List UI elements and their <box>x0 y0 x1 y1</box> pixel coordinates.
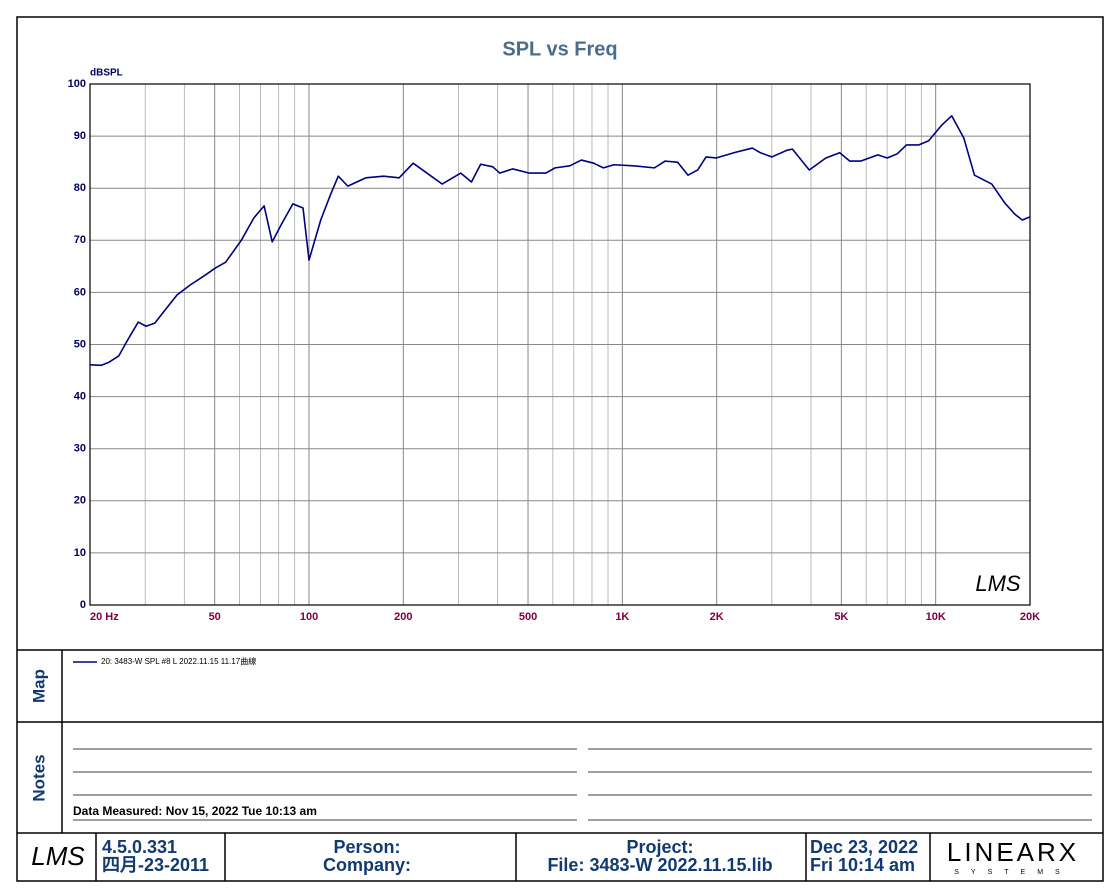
y-tick-label: 30 <box>74 443 86 455</box>
plot-border <box>89 83 1031 606</box>
company: Company: <box>323 855 411 875</box>
y-tick-label: 50 <box>74 338 86 350</box>
y-tick-label: 100 <box>68 78 86 90</box>
y-axis-label: dBSPL <box>90 68 123 79</box>
brand: LINEARX <box>947 837 1079 867</box>
x-tick-label: 200 <box>394 611 412 623</box>
file: File: 3483-W 2022.11.15.lib <box>547 855 772 875</box>
y-tick-label: 0 <box>80 599 86 611</box>
legend-label: 20: 3483-W SPL #8 L 2022.11.15 11.17曲線 <box>101 656 256 666</box>
y-tick-label: 80 <box>74 182 86 194</box>
brand-sub: SYSTEMS <box>954 869 1071 876</box>
notes-title: Notes <box>29 754 48 801</box>
x-tick-label: 2K <box>710 611 724 623</box>
data-measured: Data Measured: Nov 15, 2022 Tue 10:13 am <box>73 804 317 818</box>
x-tick-label: 50 <box>209 611 221 623</box>
footer-logo: LMS <box>31 841 85 871</box>
y-tick-label: 10 <box>74 547 86 559</box>
note-lines <box>73 748 1092 821</box>
y-tick-label: 60 <box>74 286 86 298</box>
y-tick-label: 20 <box>74 495 86 507</box>
map-title: Map <box>29 669 48 703</box>
x-tick-label: 1K <box>615 611 629 623</box>
time: Fri 10:14 am <box>810 855 915 875</box>
person: Person: <box>333 837 400 857</box>
project: Project: <box>626 837 693 857</box>
x-tick-label: 5K <box>834 611 848 623</box>
x-tick-label: 10K <box>926 611 946 623</box>
build-date: 四月-23-2011 <box>102 855 209 875</box>
y-tick-label: 70 <box>74 234 86 246</box>
x-tick-label: 20K <box>1020 611 1040 623</box>
chart-title: SPL vs Freq <box>502 38 617 60</box>
x-tick-label: 100 <box>300 611 318 623</box>
footer-dividers <box>95 833 931 881</box>
y-tick-label: 90 <box>74 130 86 142</box>
version: 4.5.0.331 <box>102 837 177 857</box>
plot: 0 10 20 30 40 50 60 70 80 90 100 20 Hz 50 100 200 500 1K… <box>68 78 1041 623</box>
logo: LMS <box>975 571 1021 596</box>
date: Dec 23, 2022 <box>810 837 918 857</box>
series-line <box>89 114 1031 367</box>
x-tick-label: 20 Hz <box>90 611 119 623</box>
y-tick-label: 40 <box>74 391 86 403</box>
outer-frame <box>16 16 1104 882</box>
x-tick-label: 500 <box>519 611 537 623</box>
